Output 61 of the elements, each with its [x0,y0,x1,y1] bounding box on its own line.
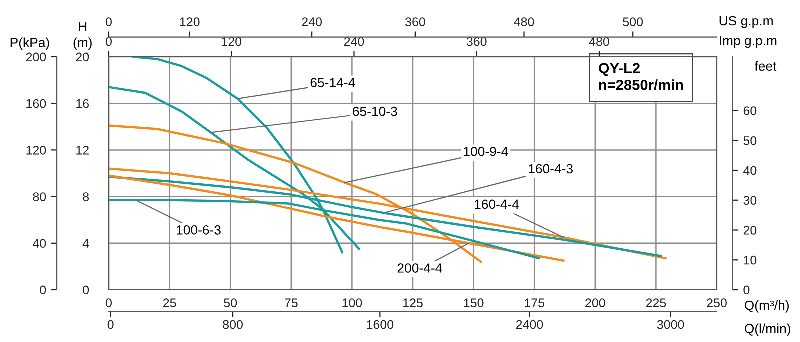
y-tick-label: 20 [76,52,90,62]
x2-tick-label: 360 [466,37,487,46]
y3-tick-label: 20 [744,226,757,235]
text: 480 [514,18,534,27]
x2-tick-label: 240 [344,37,364,46]
y3-tick-label: 50 [744,136,757,146]
text: 360 [405,18,426,27]
annotation: 160-4-3 [529,164,573,174]
y2-tick-label: 40 [32,239,46,248]
text: 2400 [516,320,544,330]
x2-tick-label: 0 [106,37,112,46]
x-tick-label: 75 [285,298,298,308]
x-axis-title: Q(m³/h) [744,300,789,313]
y2-tick-label: 160 [26,99,46,108]
y-tick-label: 12 [76,146,89,155]
annotation: 100-6-3 [177,225,221,235]
text: 1600 [367,320,394,330]
y3-tick-label: 60 [744,106,757,116]
annotation: 160-4-4 [475,200,520,210]
y2-tick-label: 120 [26,146,46,155]
y2-tick-label: 80 [33,192,46,202]
x-tick-label: 125 [404,298,423,308]
x-tick-label: 150 [464,298,484,308]
y-tick-label: 16 [76,99,90,108]
annotation: QY-L2 n=2850r/min [599,63,684,90]
annotation: 65-10-3 [353,106,398,116]
x2-tick-label: 120 [222,37,242,46]
text: 0 [108,320,114,330]
text: 800 [223,320,243,330]
x-tick-label: 200 [586,298,606,308]
text: 120 [180,18,200,27]
annotation: 65-14-4 [310,78,356,88]
x2-tick-label: 480 [589,37,610,46]
y3-tick-label: 0 [744,286,750,295]
y-tick-label: 4 [82,239,90,248]
y3-tick-label: 10 [744,256,757,265]
x-tick-label: 25 [163,298,176,308]
text: Q(l/min) [744,324,790,336]
y2-tick-label: 200 [26,52,46,62]
x2-axis-title: Imp g.p.m [720,36,777,48]
annotation: 100-9-4 [464,147,508,156]
y-axis-title: H (m) [74,22,92,50]
x-tick-label: 225 [646,298,666,308]
text: 3000 [657,320,684,330]
text: 500 [623,18,644,27]
x-tick-label: 0 [106,298,112,308]
text: 0 [106,18,112,27]
x-tick-label: 50 [224,298,238,308]
x-tick-label: 100 [342,298,362,308]
x-tick-label: 250 [707,298,727,308]
y3-tick-label: 30 [744,196,757,206]
text: 240 [302,18,322,27]
y3-axis-title: feet [754,61,777,72]
y-tick-label: 8 [83,192,90,202]
x-tick-label: 175 [525,298,545,308]
y2-axis-title: P(kPa) [10,38,50,50]
annotation: 200-4-4 [398,264,442,273]
y2-tick-label: 0 [40,286,46,295]
y3-tick-label: 40 [744,166,757,176]
y-tick-label: 0 [83,286,90,295]
text: US g.p.m [720,16,773,28]
